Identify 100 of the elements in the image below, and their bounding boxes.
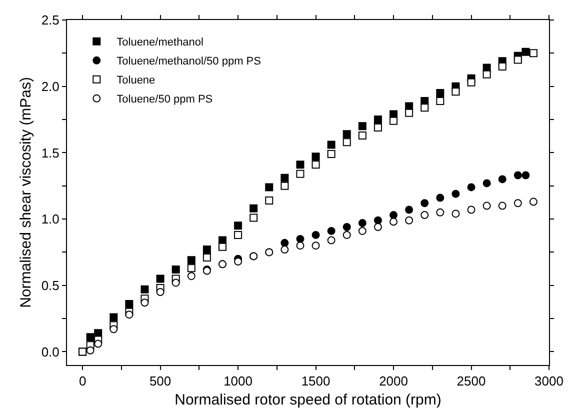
point [125, 310, 134, 319]
point [405, 216, 414, 224]
point [390, 211, 398, 220]
point [172, 278, 180, 287]
point [218, 242, 226, 251]
point [390, 116, 398, 125]
point [140, 285, 149, 294]
point [156, 274, 164, 283]
legend-label: Toluene/methanol [116, 36, 204, 49]
point [312, 152, 320, 161]
y-tick-label: 1.5 [41, 145, 60, 160]
point [436, 96, 444, 105]
point [452, 210, 460, 218]
point [312, 242, 320, 250]
point [342, 138, 351, 146]
point [265, 183, 274, 192]
point [482, 179, 491, 188]
point [514, 56, 522, 64]
legend-label: Toluene/methanol/50 ppm PS [116, 56, 261, 68]
x-tick-label: 2000 [379, 374, 408, 389]
point [250, 214, 258, 222]
point [250, 204, 258, 212]
point [140, 298, 149, 307]
point [296, 160, 304, 169]
point [110, 325, 118, 334]
point [280, 238, 289, 247]
point [358, 122, 366, 130]
point [436, 194, 444, 202]
point [296, 170, 304, 178]
x-tick-label: 1000 [224, 374, 252, 389]
point [374, 123, 382, 132]
point [529, 49, 538, 58]
point [358, 226, 366, 235]
point [467, 183, 476, 192]
y-tick-label: 2.5 [41, 12, 60, 28]
point [187, 264, 196, 272]
point [296, 234, 304, 243]
point [452, 88, 460, 96]
point [125, 300, 134, 308]
point [280, 174, 289, 182]
point [327, 140, 336, 149]
point [436, 88, 444, 97]
y-tick-label: 0.5 [41, 278, 60, 293]
point [86, 333, 94, 342]
point [482, 70, 491, 78]
point [312, 230, 320, 239]
point [498, 202, 506, 210]
x-tick-label: 3000 [534, 374, 564, 389]
point [234, 230, 242, 239]
point [327, 226, 336, 235]
point [467, 78, 476, 86]
point [358, 219, 366, 228]
point [514, 171, 522, 180]
point [522, 48, 530, 56]
point [327, 236, 336, 244]
point [420, 199, 429, 208]
y-tick-label: 2.0 [41, 78, 60, 94]
point [342, 130, 351, 138]
point [405, 108, 414, 117]
y-tick-label: 0.0 [41, 344, 60, 360]
point [522, 171, 530, 180]
point [529, 198, 538, 206]
point [280, 182, 289, 190]
point [467, 206, 476, 214]
point [342, 230, 351, 239]
point [234, 258, 242, 266]
point [452, 190, 460, 198]
point [374, 216, 382, 224]
point [312, 160, 320, 169]
point [498, 175, 506, 184]
point [498, 62, 506, 70]
point [187, 256, 196, 264]
point [156, 288, 164, 296]
y-tick-label: 1.0 [41, 212, 60, 227]
point [405, 206, 414, 214]
point [202, 254, 211, 262]
point [514, 199, 522, 208]
point [327, 150, 336, 158]
x-tick-label: 500 [149, 374, 172, 389]
point [358, 131, 366, 140]
point [110, 313, 118, 322]
x-axis-title: Normalised rotor speed of rotation (rpm) [174, 392, 442, 409]
point [234, 222, 242, 230]
point [202, 246, 211, 254]
point [436, 208, 444, 216]
x-tick-label: 2500 [456, 374, 486, 389]
point [94, 340, 102, 348]
x-tick-label: 0 [78, 374, 86, 389]
x-tick-label: 1500 [301, 374, 330, 389]
point [187, 272, 196, 280]
point [342, 223, 351, 231]
point [265, 196, 274, 204]
point [172, 265, 180, 274]
legend-label: Toluene [116, 74, 156, 87]
point [420, 104, 429, 112]
point [482, 202, 491, 210]
point [420, 211, 429, 220]
legend-label: Toluene/50 ppm PS [116, 94, 213, 106]
y-axis-title: Normalised shear viscosity (mPas) [18, 77, 35, 308]
point [86, 346, 94, 354]
